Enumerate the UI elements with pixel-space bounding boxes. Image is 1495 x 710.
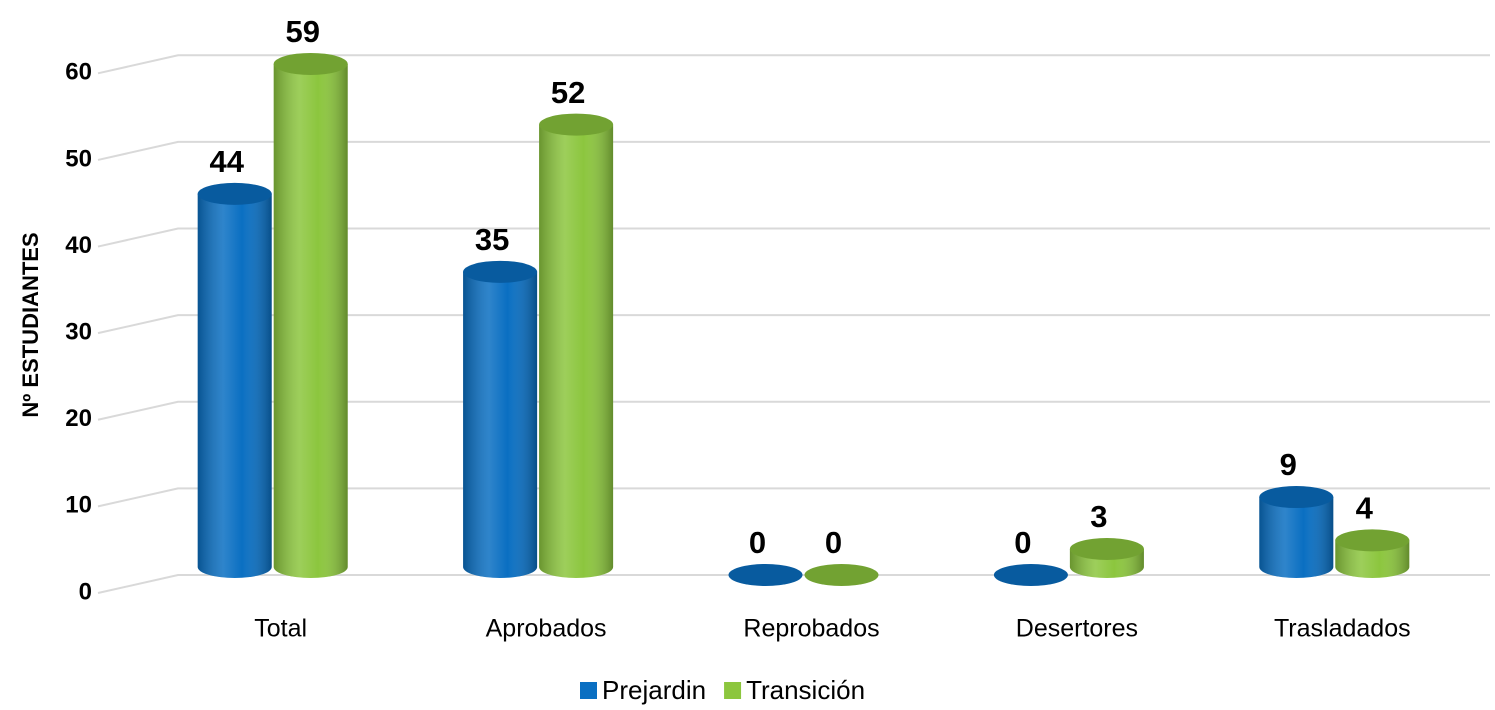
x-tick-label: Total (254, 615, 307, 643)
y-tick-label: 50 (65, 145, 92, 172)
value-label: 9 (1280, 447, 1297, 482)
legend-swatch (724, 682, 742, 699)
bar-top-shade (728, 564, 803, 586)
bar-top-shade (1259, 486, 1334, 509)
bar (197, 182, 272, 578)
value-label: 44 (209, 144, 244, 179)
grid-line (97, 400, 1490, 421)
y-tick-label: 60 (65, 59, 92, 86)
value-label: 0 (749, 525, 766, 560)
y-axis-title: Nº ESTUDIANTES (18, 232, 43, 417)
grid-line (97, 227, 1490, 248)
bar (1259, 486, 1334, 578)
bar-top (993, 564, 1068, 586)
value-label: 4 (1356, 491, 1374, 526)
bar-top (539, 113, 614, 136)
x-tick-label: Trasladados (1274, 615, 1411, 643)
grid-line (97, 314, 1490, 335)
bar (804, 564, 879, 586)
bar-shade (273, 63, 348, 578)
bar-top (1069, 538, 1144, 561)
bar (539, 113, 614, 578)
value-label: 0 (825, 525, 842, 560)
bar-top (1259, 486, 1334, 509)
grid-line (97, 140, 1490, 161)
bar (993, 564, 1068, 586)
bar (463, 260, 538, 578)
value-label: 35 (475, 222, 509, 257)
bar-top (273, 52, 348, 75)
y-tick-label: 0 (79, 578, 92, 605)
bar-top-shade (273, 52, 348, 75)
bar-top-shade (1335, 529, 1410, 552)
legend-label: Transición (746, 675, 865, 705)
bar-top-shade (993, 564, 1068, 586)
bar-top-shade (1069, 538, 1144, 561)
legend-swatch (580, 682, 597, 699)
bar-top-shade (539, 113, 614, 136)
bar-shade (1259, 497, 1334, 578)
bar (1335, 529, 1410, 578)
bar-top-shade (197, 182, 272, 205)
value-label: 0 (1014, 525, 1031, 560)
y-tick-label: 30 (65, 318, 92, 345)
legend-label: Prejardin (602, 675, 706, 705)
bar (273, 52, 348, 578)
grid-line (97, 54, 1490, 75)
y-tick-label: 40 (65, 232, 92, 259)
value-label: 52 (551, 75, 585, 110)
value-label: 3 (1090, 499, 1107, 534)
bar-shade (463, 271, 538, 578)
bar-top (1335, 529, 1410, 552)
x-tick-label: Desertores (1016, 615, 1138, 643)
bar-shade (197, 193, 272, 578)
y-tick-label: 10 (65, 492, 92, 519)
bar-top (463, 260, 538, 283)
bar-top (197, 182, 272, 205)
y-tick-label: 20 (65, 405, 92, 432)
x-tick-label: Reprobados (743, 615, 879, 643)
bar-top-shade (804, 564, 879, 586)
bar-top-shade (463, 260, 538, 283)
x-tick-label: Aprobados (486, 615, 607, 643)
bar-shade (539, 124, 614, 578)
bar-top (728, 564, 803, 586)
bar (728, 564, 803, 586)
value-label: 59 (285, 14, 319, 49)
bar-top (804, 564, 879, 586)
bar (1069, 538, 1144, 578)
grid-line (97, 487, 1490, 508)
